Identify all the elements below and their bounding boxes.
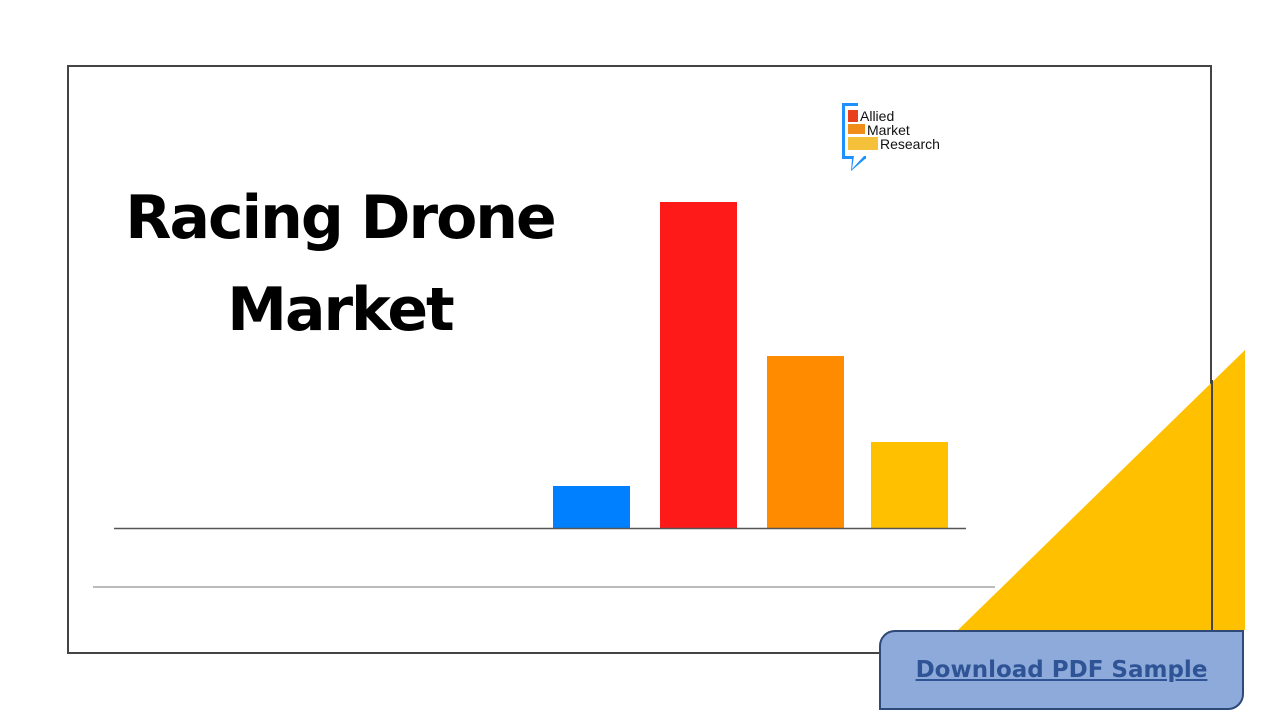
page-title: Racing Drone Market — [110, 172, 570, 356]
bar-4 — [871, 442, 948, 528]
logo-icon — [842, 103, 878, 171]
bar-1 — [553, 486, 630, 528]
title-line-2: Market — [227, 275, 454, 345]
download-button-label[interactable]: Download PDF Sample — [915, 657, 1208, 683]
accent-triangle — [958, 350, 1245, 630]
slide-frame — [67, 65, 1212, 654]
allied-market-research-logo: Allied Market Research — [840, 101, 960, 171]
divider-line — [93, 586, 995, 588]
bar-3 — [767, 356, 844, 528]
logo-text-allied: Allied — [860, 108, 895, 124]
download-pdf-sample-button[interactable]: Download PDF Sample — [879, 630, 1244, 710]
title-line-1: Racing Drone — [125, 183, 556, 253]
logo-text-research: Research — [880, 136, 940, 152]
logo-text-market: Market — [867, 122, 910, 138]
bar-2 — [660, 202, 737, 528]
